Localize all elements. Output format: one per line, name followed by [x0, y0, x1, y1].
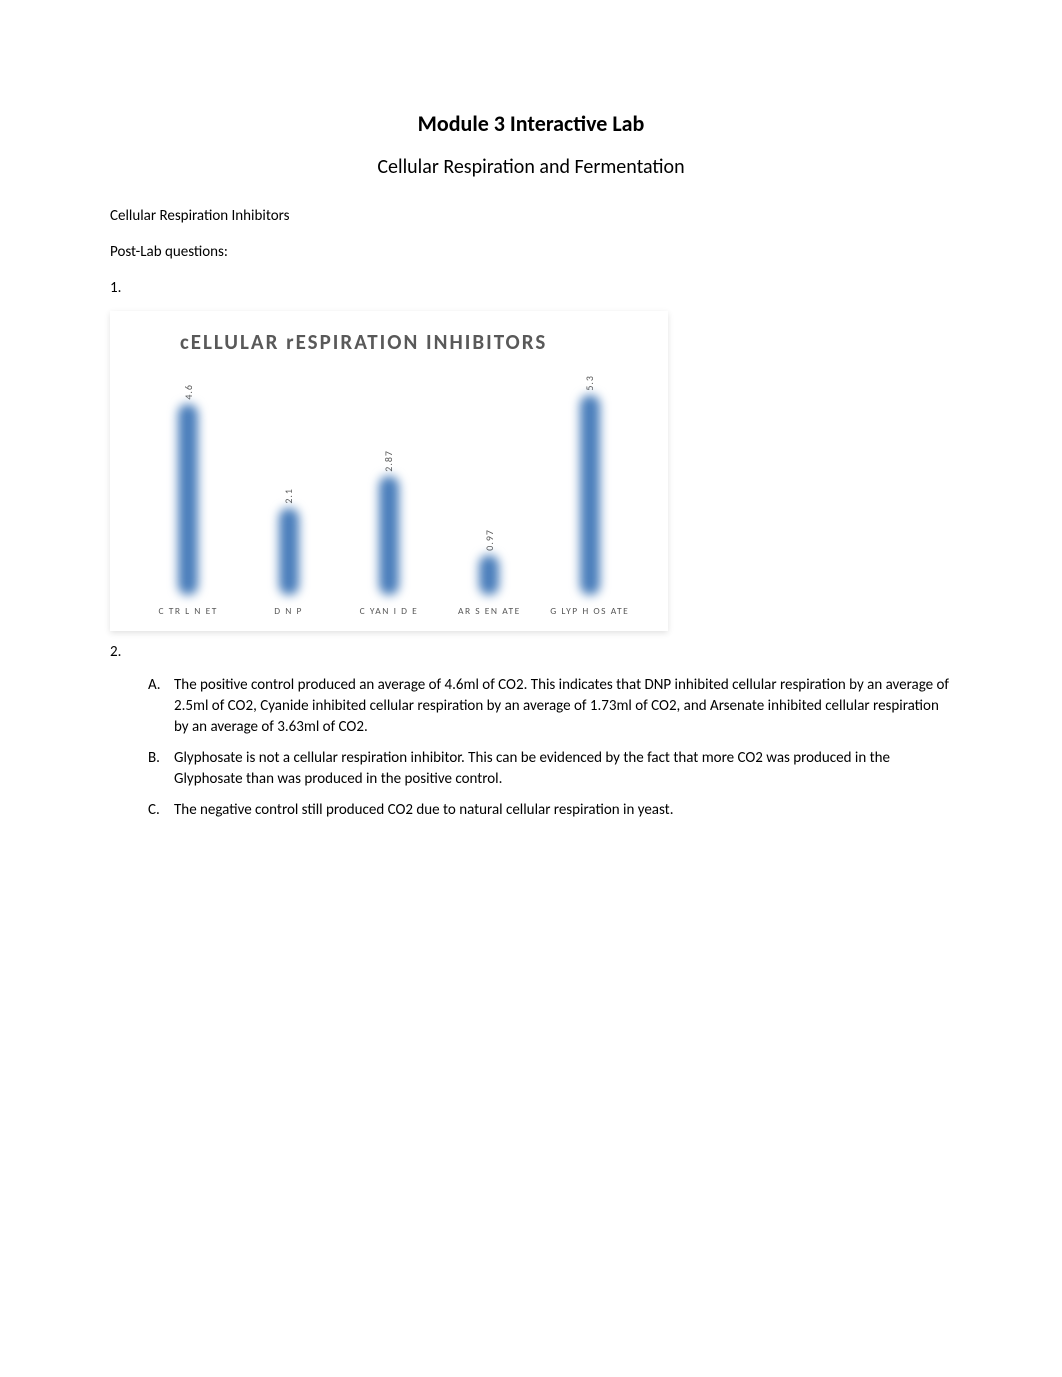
answer-letter: A.	[148, 675, 174, 738]
bar-category-label: AR S EN ATE	[458, 605, 521, 617]
bar	[379, 476, 399, 595]
bar-value-label: 5.3	[583, 375, 596, 391]
bar-group: 5.3 G LYP H OS ATE	[542, 375, 638, 617]
bar	[479, 555, 499, 595]
page-subtitle: Cellular Respiration and Fermentation	[110, 155, 952, 179]
page-title: Module 3 Interactive Lab	[110, 110, 952, 137]
bar-category-label: C TR L N ET	[159, 605, 218, 617]
bar-wrapper: 2.1	[279, 375, 299, 595]
question-2-number: 2.	[110, 643, 952, 661]
bar-group: 4.6 C TR L N ET	[140, 375, 236, 617]
answer-letter: B.	[148, 748, 174, 790]
bar-category-label: C YAN I D E	[360, 605, 419, 617]
answer-letter: C.	[148, 800, 174, 821]
question-1-number: 1.	[110, 279, 952, 297]
answer-item: C.The negative control still produced CO…	[148, 800, 952, 821]
bar-group: 2.1 D N P	[241, 375, 337, 617]
bar-value-label: 2.1	[282, 488, 295, 504]
bar-wrapper: 2.87	[379, 375, 399, 595]
answer-text: The negative control still produced CO2 …	[174, 800, 952, 821]
bar-category-label: D N P	[274, 605, 303, 617]
bar	[178, 404, 198, 595]
answer-item: B.Glyphosate is not a cellular respirati…	[148, 748, 952, 790]
answers-block: A.The positive control produced an avera…	[110, 675, 952, 821]
bar	[279, 508, 299, 595]
answer-text: Glyphosate is not a cellular respiration…	[174, 748, 952, 790]
chart-card: cELLULAR rESPIRATION INHIBITORS 4.6 C TR …	[110, 311, 668, 631]
chart-area: 4.6 C TR L N ET 2.1 D N P 2.87 C YAN I D E 0.9…	[134, 377, 644, 617]
section-heading: Cellular Respiration Inhibitors	[110, 207, 952, 225]
answer-list: A.The positive control produced an avera…	[110, 675, 952, 821]
questions-heading: Post-Lab questions:	[110, 243, 952, 261]
bar	[580, 395, 600, 595]
bar-value-label: 0.97	[483, 529, 496, 551]
bar-group: 2.87 C YAN I D E	[341, 375, 437, 617]
bar-group: 0.97 AR S EN ATE	[441, 375, 537, 617]
bar-wrapper: 4.6	[178, 375, 198, 595]
chart-title: cELLULAR rESPIRATION INHIBITORS	[180, 329, 644, 355]
answer-item: A.The positive control produced an avera…	[148, 675, 952, 738]
bar-wrapper: 0.97	[479, 375, 499, 595]
answer-text: The positive control produced an average…	[174, 675, 952, 738]
bar-category-label: G LYP H OS ATE	[550, 605, 629, 617]
bar-value-label: 4.6	[182, 384, 195, 400]
bar-wrapper: 5.3	[580, 375, 600, 595]
bar-value-label: 2.87	[382, 450, 395, 472]
